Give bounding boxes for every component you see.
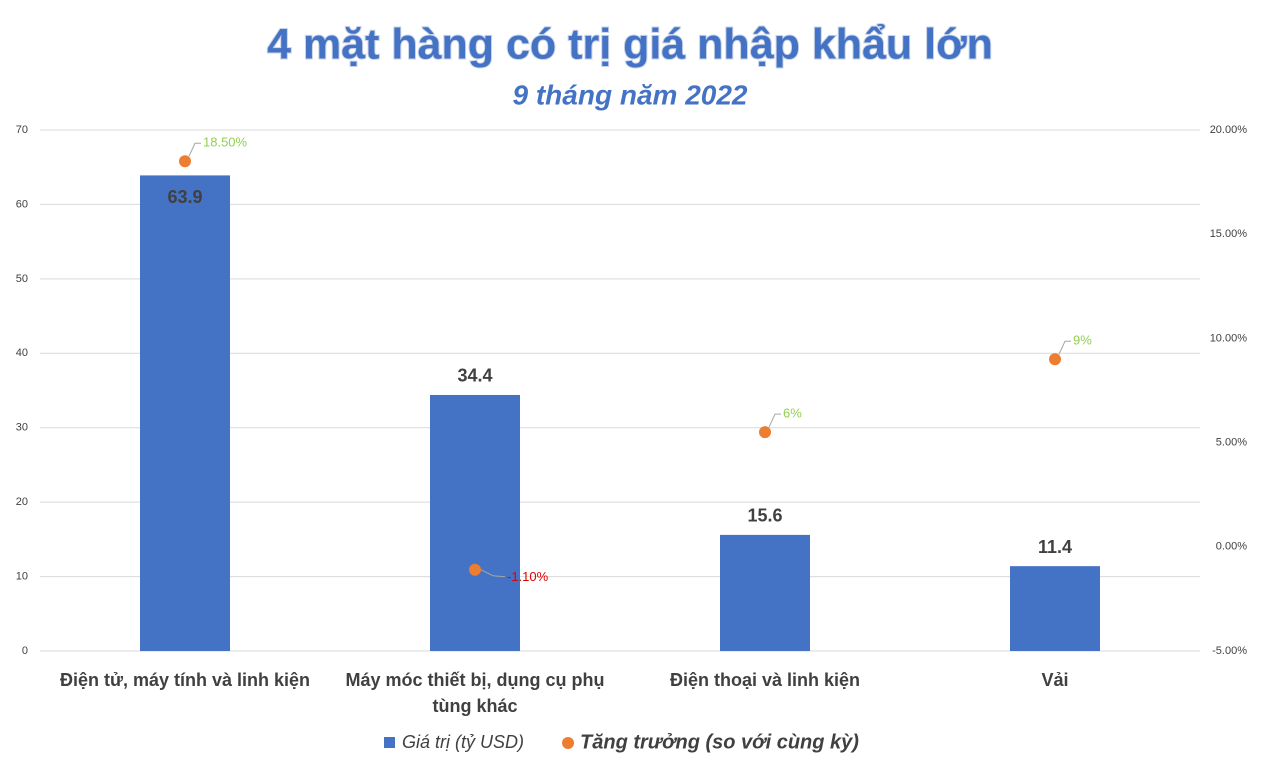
data-label: 9% [1073,333,1092,348]
x-tick-label: Điện thoại và linh kiện [669,670,861,690]
leader-line [768,413,781,428]
y2-tick-label: 5.00% [1216,437,1247,449]
data-label: 18.50% [203,135,248,150]
x-tick-label: Điện tử, máy tính và linh kiện [59,670,311,690]
scatter-point [469,563,481,576]
y-tick-label: 10 [16,570,28,582]
scatter-point [759,426,771,439]
leader-line [188,142,201,157]
chart-title: 4 mặt hàng có trị giá nhập khẩu lớn [267,20,993,68]
y2-tick-label: -5.00% [1212,645,1247,657]
leader-line [480,569,506,578]
scatter-point [179,155,191,168]
y2-tick-label: 20.00% [1210,124,1248,136]
data-label: 34.4 [457,366,492,386]
y2-tick-label: 15.00% [1210,228,1248,240]
legend-swatch [384,737,395,748]
bar [430,394,520,651]
y-tick-label: 40 [16,347,28,359]
y-tick-label: 20 [16,496,28,508]
data-label: 11.4 [1038,537,1072,557]
y-tick-label: 50 [16,273,28,285]
x-tick-label: Máy móc thiết bị, dụng cụ phụ tùng khác [345,670,605,716]
x-tick-label: Vải [1041,670,1069,690]
data-label: 6% [783,406,802,421]
scatter-point [1049,353,1061,366]
chart-subtitle: 9 tháng năm 2022 [513,79,748,110]
bar [720,534,810,651]
y-tick-label: 60 [16,198,28,210]
legend-label: Tăng trưởng (so với cùng kỳ) [580,731,859,753]
bar [1010,566,1100,651]
legend-label: Giá trị (tỷ USD) [402,732,524,752]
legend-swatch [562,737,575,749]
data-label: 63.9 [167,187,202,207]
data-label: -1.10% [507,569,549,584]
bar [140,175,230,651]
y-tick-label: 0 [22,645,28,657]
y2-tick-label: 10.00% [1210,332,1248,344]
data-label: 15.6 [747,506,782,526]
y2-tick-label: 0.00% [1216,541,1247,553]
y-tick-label: 30 [16,422,28,434]
y-tick-label: 70 [16,124,28,136]
leader-line [1058,340,1071,355]
